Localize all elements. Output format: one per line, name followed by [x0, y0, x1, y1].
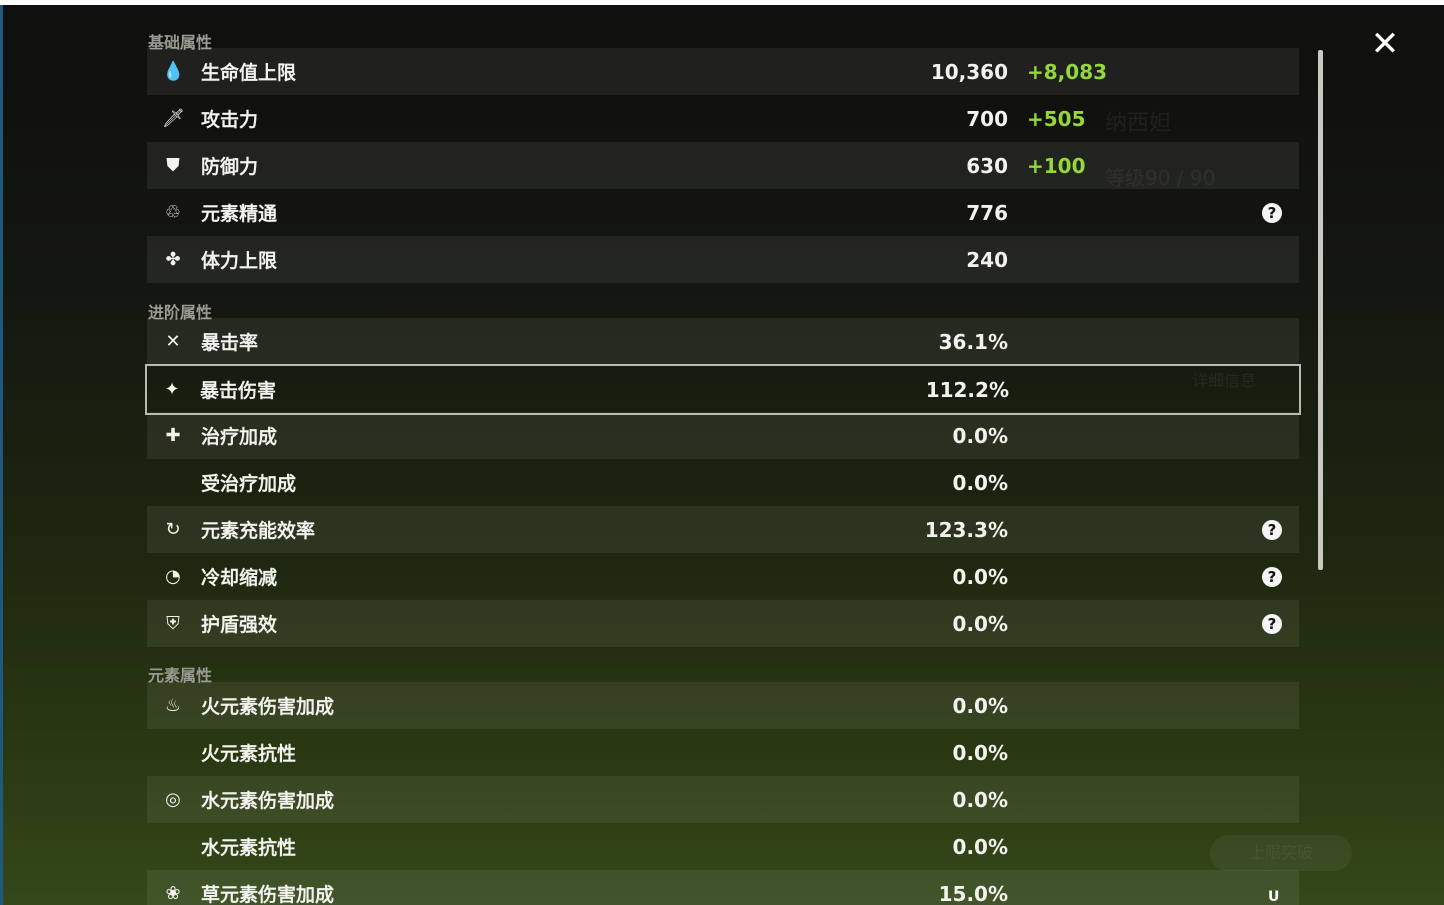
- stat-row[interactable]: ✕ 暴击率 36.1%: [147, 318, 1299, 365]
- crit-dmg-icon: ✦: [164, 378, 180, 400]
- stat-bonus: +8,083: [1027, 59, 1108, 84]
- help-icon[interactable]: ?: [1262, 519, 1282, 540]
- stat-label: 水元素伤害加成: [201, 790, 335, 812]
- energy-recharge-icon: ↻: [165, 518, 181, 540]
- stat-value: 123.3%: [924, 517, 1008, 542]
- stat-row[interactable]: ◎ 水元素伤害加成 0.0%: [147, 776, 1299, 823]
- stat-value: 240: [966, 247, 1008, 272]
- dendro-icon: ❀: [165, 882, 181, 904]
- stat-value: 0.0%: [952, 423, 1008, 448]
- stat-row[interactable]: ⛨ 护盾强效 0.0%?: [147, 600, 1299, 647]
- stat-value: 0.0%: [952, 834, 1008, 859]
- stat-label: 水元素抗性: [201, 837, 297, 859]
- stat-row[interactable]: ✤ 体力上限 240: [147, 236, 1299, 283]
- shield-icon: ⛊: [166, 154, 180, 176]
- stat-label: 火元素伤害加成: [201, 696, 335, 718]
- uid-label: U: [1268, 889, 1280, 905]
- stat-value: 0.0%: [952, 470, 1008, 495]
- section-title: 进阶属性: [148, 303, 213, 322]
- section-title: 元素属性: [148, 666, 213, 685]
- stat-row[interactable]: ◔ 冷却缩减 0.0%?: [147, 553, 1299, 600]
- stat-label: 护盾强效: [201, 614, 278, 636]
- stat-label: 冷却缩减: [201, 567, 278, 589]
- stat-row[interactable]: ⛊ 防御力 630 +100: [147, 142, 1299, 189]
- bg-level: 等级90 / 90: [1105, 166, 1216, 190]
- stat-value: 0.0%: [952, 787, 1008, 812]
- stat-row[interactable]: ✚ 治疗加成 0.0%: [147, 412, 1299, 459]
- stat-label: 攻击力: [201, 109, 259, 131]
- stat-value: 112.2%: [925, 377, 1009, 402]
- stat-label: 治疗加成: [201, 426, 278, 448]
- close-icon[interactable]: ✕: [1370, 24, 1400, 64]
- stat-value: 0.0%: [952, 611, 1008, 636]
- stat-label: 暴击伤害: [200, 380, 277, 402]
- stat-label: 火元素抗性: [201, 743, 297, 765]
- hp-drop-icon: 💧: [162, 60, 185, 82]
- stat-label: 元素充能效率: [201, 520, 316, 542]
- stat-row[interactable]: ♨ 火元素伤害加成 0.0%: [147, 682, 1299, 729]
- stat-value: 776: [966, 200, 1008, 225]
- stat-value: 0.0%: [952, 693, 1008, 718]
- stat-value: 36.1%: [938, 329, 1008, 354]
- stat-row[interactable]: ↻ 元素充能效率 123.3%?: [147, 506, 1299, 553]
- pyro-icon: ♨: [164, 694, 182, 716]
- cooldown-icon: ◔: [165, 565, 181, 587]
- bg-detail-button: 详细信息: [1192, 371, 1257, 390]
- stat-label: 暴击率: [201, 332, 259, 354]
- crit-rate-icon: ✕: [165, 330, 181, 352]
- stat-row[interactable]: 💧 生命值上限 10,360 +8,083: [147, 48, 1299, 95]
- stat-row[interactable]: 受治疗加成 0.0%: [147, 459, 1299, 506]
- scrollbar[interactable]: [1318, 50, 1323, 570]
- section-title: 基础属性: [148, 33, 213, 52]
- stat-label: 草元素伤害加成: [201, 884, 335, 905]
- stat-value: 630: [966, 153, 1008, 178]
- hydro-icon: ◎: [165, 788, 181, 810]
- stamina-icon: ✤: [165, 248, 181, 270]
- character-stats-screen: 纳西妲 等级90 / 90 详细信息 上限突破 基础属性 💧 生命值上限 10,360…: [0, 5, 1444, 905]
- stat-row[interactable]: ❀ 草元素伤害加成 15.0%: [147, 870, 1299, 905]
- stat-row[interactable]: 水元素抗性 0.0%: [147, 823, 1299, 870]
- stat-bonus: +505: [1027, 106, 1086, 131]
- stat-label: 受治疗加成: [201, 473, 297, 495]
- help-icon[interactable]: ?: [1262, 202, 1282, 223]
- stat-bonus: +100: [1027, 153, 1086, 178]
- stat-value: 0.0%: [952, 564, 1008, 589]
- stat-row[interactable]: ✦ 暴击伤害 112.2%: [145, 364, 1301, 415]
- shield-strength-icon: ⛨: [166, 612, 180, 634]
- stat-row[interactable]: 火元素抗性 0.0%: [147, 729, 1299, 776]
- stat-row[interactable]: ♲ 元素精通 776?: [147, 189, 1299, 236]
- bg-ascend-button: 上限突破: [1210, 835, 1352, 871]
- window-edge: [0, 5, 3, 905]
- stat-label: 体力上限: [201, 250, 278, 272]
- stat-value: 700: [966, 106, 1008, 131]
- stat-row[interactable]: 🗡 攻击力 700 +505: [147, 95, 1299, 142]
- sword-icon: 🗡: [162, 107, 185, 129]
- help-icon[interactable]: ?: [1262, 566, 1282, 587]
- stat-label: 元素精通: [201, 203, 278, 225]
- stat-value: 10,360: [930, 59, 1008, 84]
- stat-value: 15.0%: [938, 881, 1008, 905]
- bg-character-name: 纳西妲: [1105, 111, 1172, 136]
- stat-label: 防御力: [201, 156, 259, 178]
- stat-value: 0.0%: [952, 740, 1008, 765]
- help-icon[interactable]: ?: [1262, 613, 1282, 634]
- healing-cross-icon: ✚: [165, 424, 181, 446]
- elemental-mastery-icon: ♲: [164, 201, 182, 223]
- stat-label: 生命值上限: [201, 62, 297, 84]
